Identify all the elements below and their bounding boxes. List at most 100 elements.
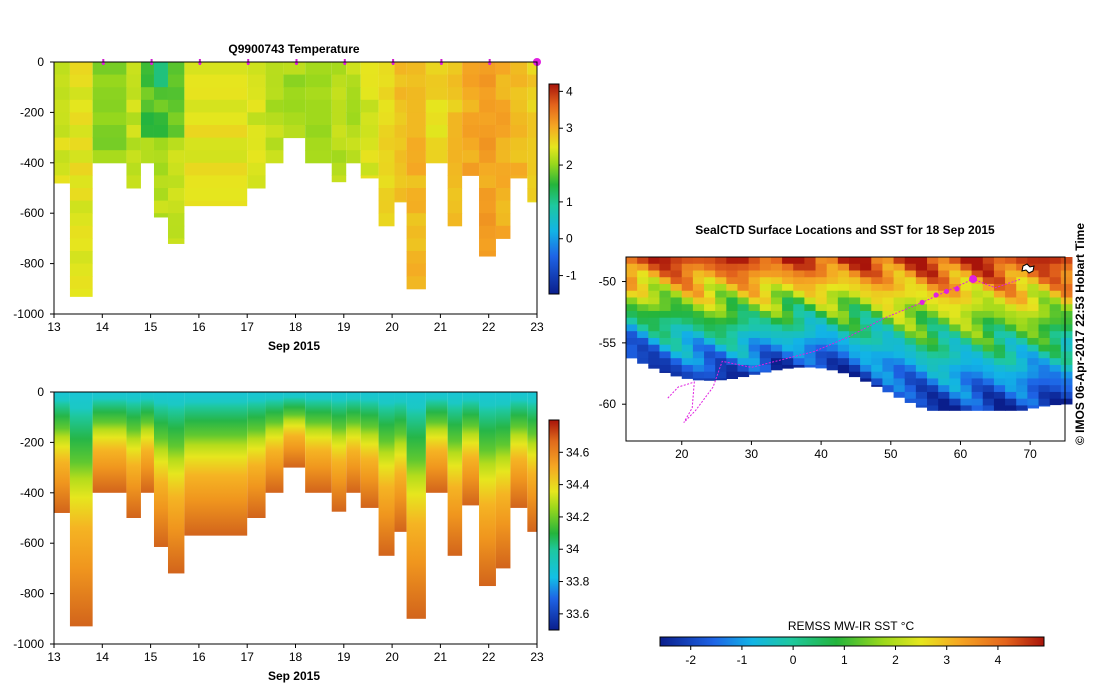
sst-cell: [960, 317, 973, 325]
salinity-cell: [479, 392, 496, 587]
temperature-cell: [346, 150, 361, 164]
sst-cell: [860, 290, 872, 298]
temperature-xtick-label: 20: [385, 320, 399, 334]
sst-cell: [1038, 324, 1051, 332]
sst-cell: [949, 270, 961, 278]
temperature-cell: [406, 62, 426, 76]
sst-cell: [904, 277, 917, 285]
sst-cell: [1016, 391, 1028, 400]
sst-cell: [949, 344, 961, 352]
temperature-cell: [479, 175, 496, 189]
temperature-cell: [153, 175, 168, 189]
sst-cell: [893, 378, 906, 386]
sst-cell: [904, 283, 917, 292]
sst-cell: [659, 277, 672, 285]
sst-cell: [848, 371, 861, 378]
sst-cell: [960, 297, 973, 305]
temperature-cell: [69, 99, 93, 113]
temperature-cell: [346, 99, 361, 113]
sst-cell: [726, 364, 738, 373]
sst-cell: [681, 310, 694, 319]
temperature-cell: [140, 74, 154, 88]
sst-cell: [704, 257, 716, 265]
sst-cell: [737, 324, 750, 332]
salinity-cell: [406, 392, 426, 619]
sst-cell: [915, 371, 928, 379]
sst-cell: [971, 304, 984, 312]
sst-cell: [882, 277, 895, 285]
temperature-cell: [69, 188, 93, 202]
temperature-cell: [527, 112, 537, 126]
temperature-xtick-label: 16: [192, 320, 206, 334]
sst-cell: [893, 263, 906, 271]
sst-cell: [971, 331, 984, 339]
sst-cell: [860, 317, 872, 325]
sst-cell: [670, 277, 683, 285]
temperature-cell: [54, 175, 70, 184]
temperature-cell: [479, 162, 496, 176]
salinity-cell: [283, 392, 306, 468]
seal-location: [919, 299, 925, 305]
temperature-cell: [247, 162, 266, 176]
sst-cell: [971, 317, 984, 325]
temperature-cell: [346, 62, 361, 76]
temperature-cell: [406, 150, 426, 164]
temperature-cell: [305, 62, 332, 76]
sst-cell: [826, 344, 839, 352]
sst-cell: [1038, 257, 1051, 265]
sst-cell: [848, 263, 861, 271]
sst-cell: [659, 257, 672, 265]
map-title: SealCTD Surface Locations and SST for 18…: [695, 223, 995, 237]
sst-cell: [848, 324, 861, 332]
sst-cell: [715, 351, 727, 359]
temperature-cell: [378, 87, 395, 101]
sst-cell: [748, 257, 761, 265]
sst-cell: [782, 257, 794, 265]
sst-cell: [826, 358, 839, 366]
sst-cell: [637, 310, 649, 319]
temperature-cell: [265, 125, 284, 139]
sst-cell: [938, 344, 950, 352]
sst-cell: [681, 351, 694, 359]
temperature-cell: [126, 99, 141, 113]
sst-cell: [648, 324, 660, 332]
sst-cell: [770, 257, 783, 265]
sst-cell: [904, 358, 917, 366]
sst-cell: [692, 344, 705, 352]
sst-cell: [793, 337, 805, 346]
sst-cell: [915, 344, 928, 352]
sst-cell: [793, 324, 805, 332]
sst-cell: [1016, 331, 1028, 339]
sst-cell: [837, 257, 850, 265]
sst-cell: [971, 310, 984, 319]
sst-cell: [927, 385, 939, 393]
temperature-cell: [360, 87, 379, 101]
sst-cell: [1060, 304, 1073, 312]
sst-cell: [837, 331, 850, 339]
sst-cell: [893, 358, 906, 366]
island-outline: [1021, 263, 1035, 274]
sst-cell: [915, 331, 928, 339]
temperature-cell: [495, 137, 511, 151]
temperature-cell: [54, 137, 70, 151]
sst-cell: [871, 263, 883, 271]
sst-cell: [993, 297, 1006, 305]
map-xtick-label: 60: [954, 447, 968, 461]
temperature-cell: [462, 62, 480, 76]
sst-cell: [782, 283, 794, 292]
temperature-section: [54, 62, 537, 297]
temperature-cell: [54, 74, 70, 88]
salinity-xtick-label: 19: [337, 650, 351, 664]
sst-cell: [927, 344, 939, 352]
temperature-cell: [247, 99, 266, 113]
sst-cell: [927, 337, 939, 346]
sst-cell: [704, 371, 716, 379]
temperature-cell: [331, 112, 347, 126]
sst-cell: [1005, 344, 1017, 352]
sst-cell: [704, 364, 716, 373]
sst-cell: [770, 358, 783, 366]
temperature-cell: [378, 62, 395, 76]
temperature-cell: [69, 62, 93, 76]
sst-cell: [1060, 351, 1073, 359]
salinity-xtick-label: 22: [482, 650, 496, 664]
